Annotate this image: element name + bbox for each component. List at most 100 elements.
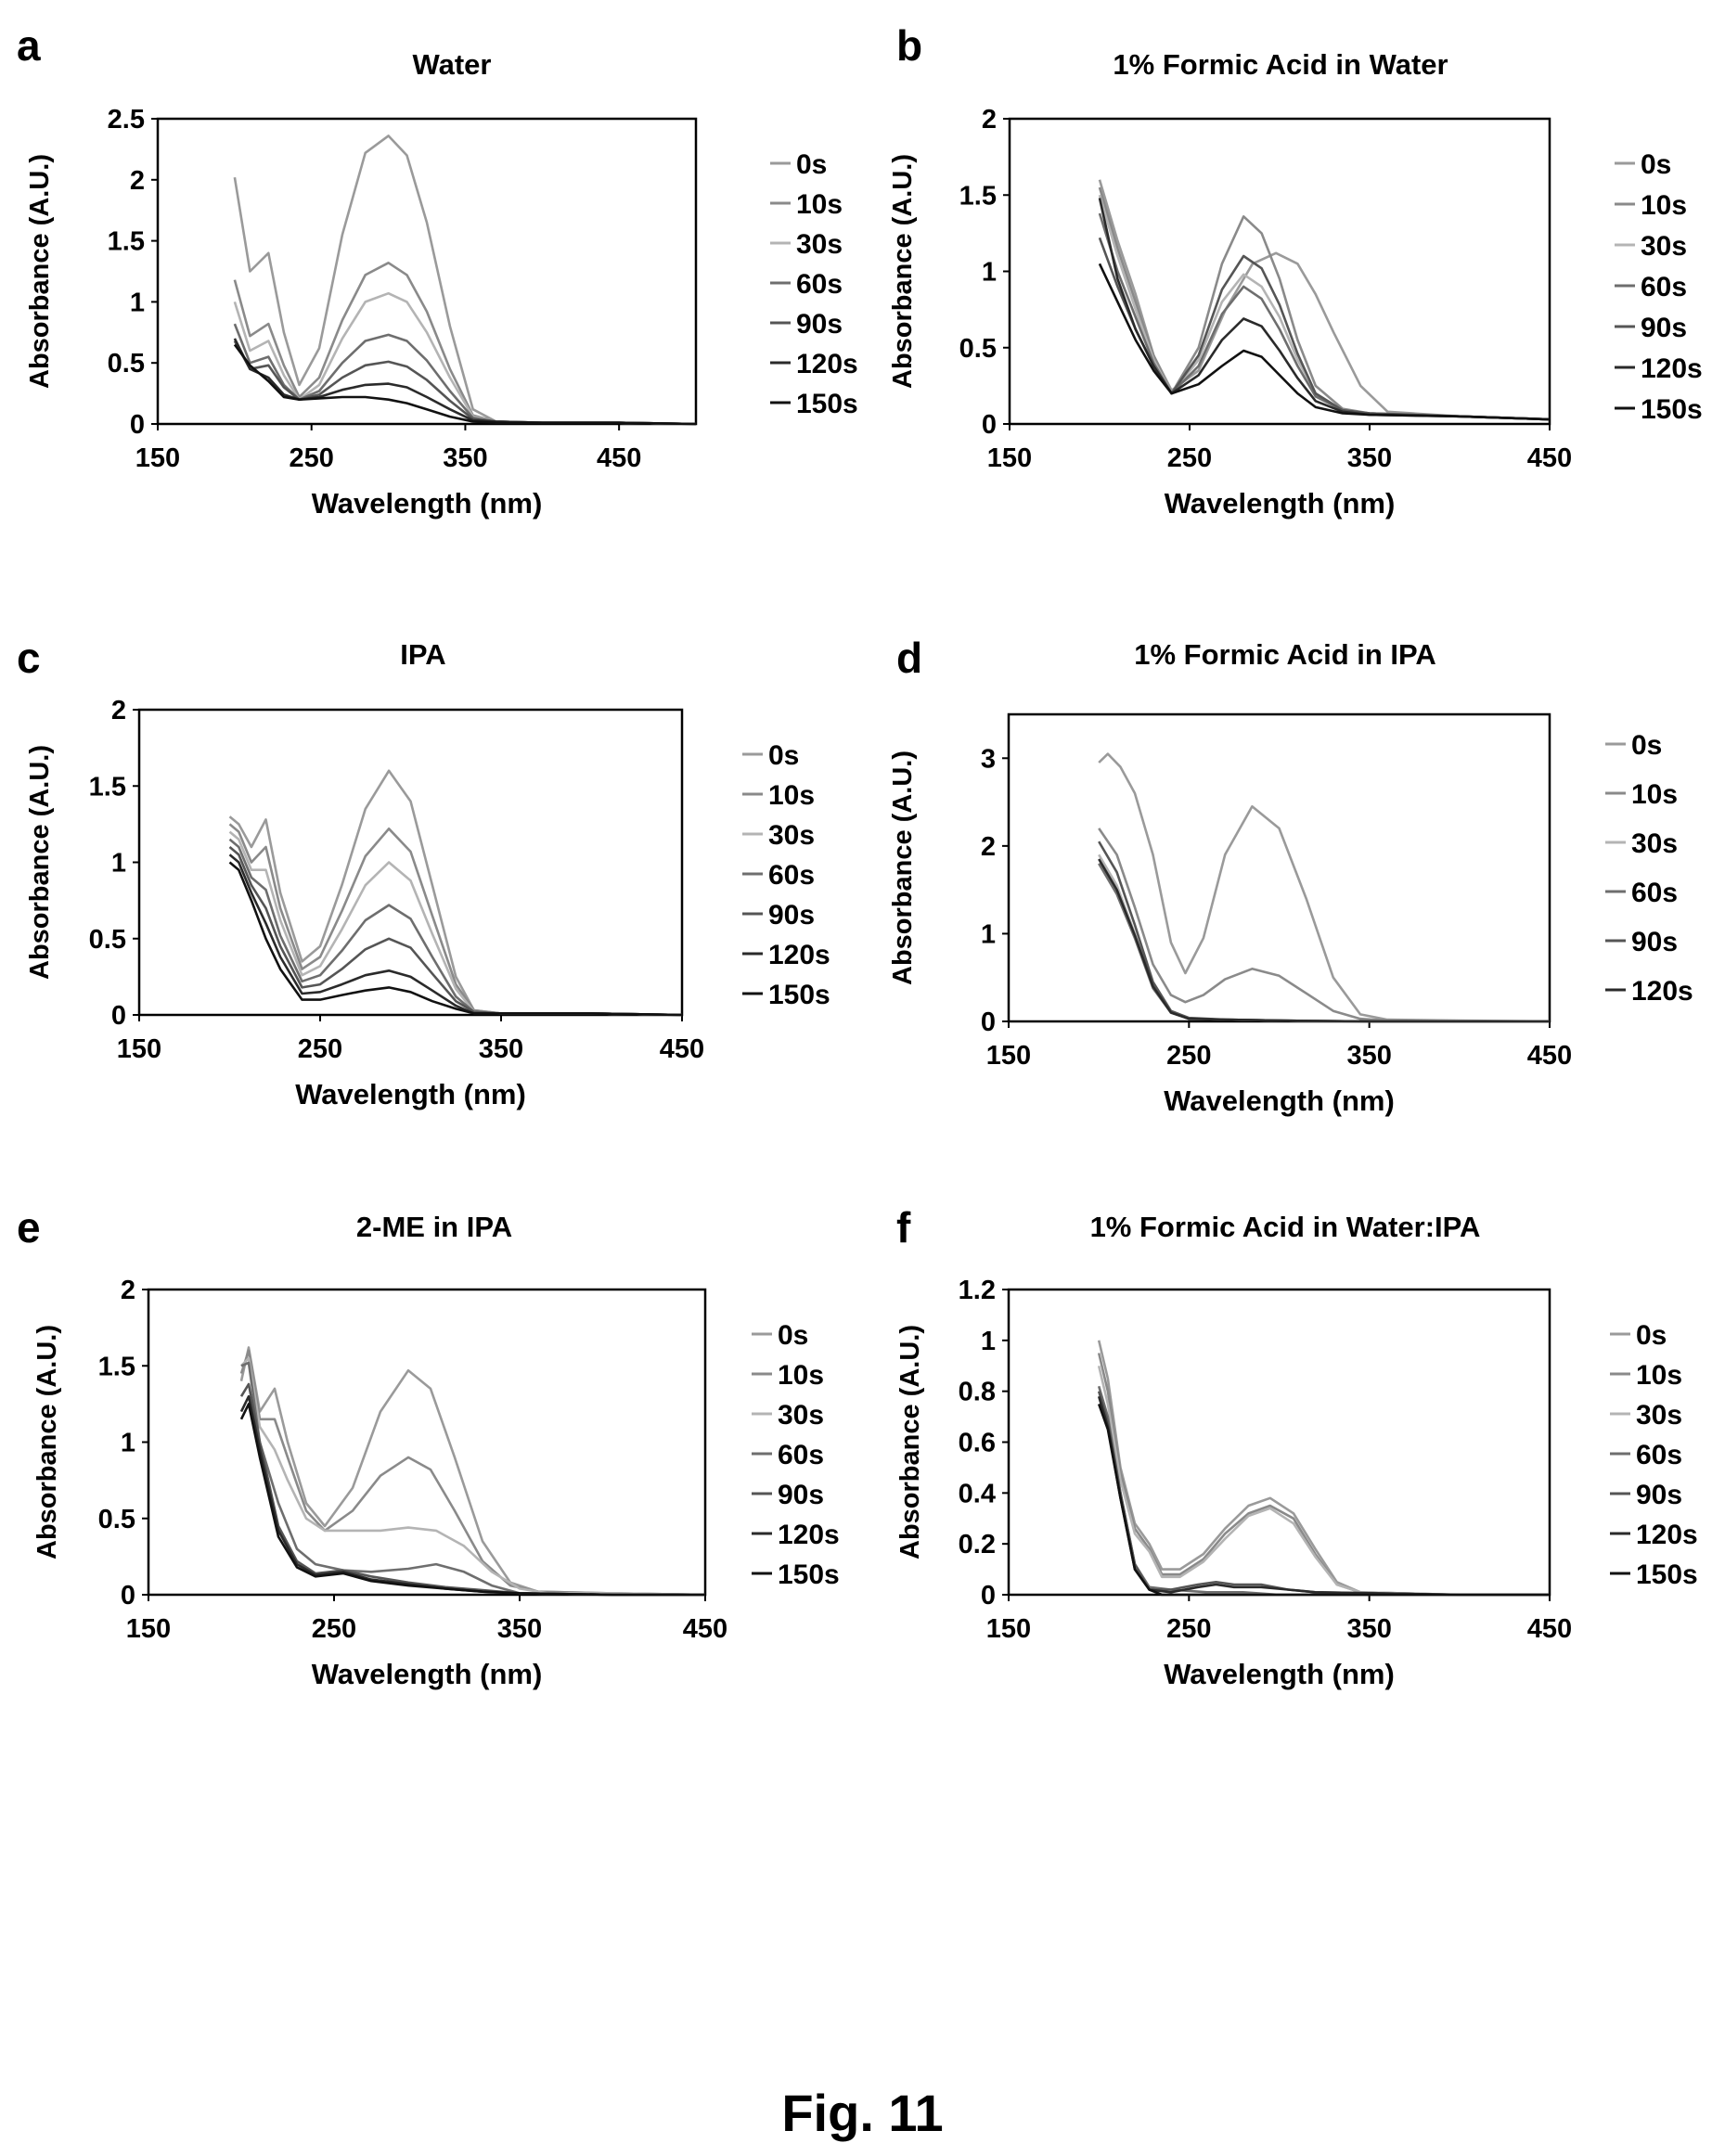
plot-frame [156,117,698,426]
series-line-90s [1098,841,1550,1023]
panel-letter: e [17,1203,41,1251]
legend-label: 150s [796,389,858,419]
panel-f: f 1% Formic Acid in Water:IPA 150 250 350 4… [863,1164,1725,1721]
x-tick-label: 350 [443,443,487,473]
y-axis-label: Absorbance (A.U.) [25,745,55,980]
x-tick-label: 450 [1527,1614,1572,1644]
legend-label: 90s [1631,927,1678,957]
x-tick-label: 250 [1166,1614,1211,1644]
legend-label: 10s [768,780,815,811]
chart-title: 1% Formic Acid in Water [1113,48,1448,81]
plot-frame [147,1288,707,1597]
x-tick-label: 250 [1166,1041,1211,1071]
x-axis-label: Wavelength (nm) [295,1078,526,1110]
y-tick-label: 0.2 [959,1530,996,1559]
y-tick-label: 0.5 [98,1505,135,1534]
y-tick-label: 0.5 [959,334,997,364]
series-line-120s [228,853,683,1017]
x-tick-label: 350 [479,1034,523,1064]
legend-label: 120s [1636,1520,1698,1550]
y-axis-label: Absorbance (A.U.) [888,751,918,985]
x-tick-label: 150 [986,1041,1031,1071]
legend-label: 90s [1641,313,1687,343]
plot-frame [1008,117,1551,426]
legend-label: 30s [1636,1400,1682,1431]
figure-caption: Fig. 11 [781,2084,944,2142]
legend-label: 30s [768,820,815,851]
panel-e: e 2-ME in IPA 150 250 350 450 0 0.5 1 1.5 2 Wavel… [0,1164,863,1721]
y-tick-label: 0.5 [108,349,145,379]
y-tick-label: 0.5 [89,925,126,955]
chart-title: 1% Formic Acid in Water:IPA [1089,1211,1481,1243]
x-tick-label: 250 [298,1034,342,1064]
panel-letter: f [896,1203,911,1251]
y-tick-label: 0.6 [959,1429,996,1458]
x-tick-label: 450 [683,1614,727,1644]
series-line-150s [1098,263,1551,421]
legend-label: 60s [768,860,815,891]
legend-label: 90s [778,1480,824,1510]
y-tick-label: 1 [981,1327,996,1356]
legend-label: 120s [778,1520,840,1550]
legend-label: 150s [768,980,830,1010]
legend-label: 90s [796,309,843,340]
legend-label: 120s [1641,353,1703,384]
panel-c: c IPA 150 250 350 450 0 0.5 1 1.5 2 Wavelength (n… [0,584,863,1141]
legend-label: 10s [1631,779,1678,810]
legend-label: 30s [1641,231,1687,262]
chart-title: Water [412,48,492,81]
y-tick-label: 2 [121,1276,135,1305]
chart-plot: 150 250 350 450 0 0.5 1 1.5 2 Wavelength (nm) Abso… [888,105,1703,520]
legend-label: 0s [1636,1320,1667,1351]
panel-d: d 1% Formic Acid in IPA 150 250 350 450 0 1 2 3… [863,584,1725,1141]
chart-title: 2-ME in IPA [355,1211,513,1243]
y-tick-label: 0 [981,1581,996,1611]
y-tick-label: 0 [121,1581,135,1611]
x-tick-label: 150 [126,1614,171,1644]
series-line-150s [233,343,697,426]
y-tick-label: 1 [111,849,126,879]
y-tick-label: 0 [982,410,997,440]
y-tick-label: 2 [130,166,145,196]
y-tick-label: 2 [982,105,997,135]
series-line-10s [239,1349,706,1597]
panel-letter: d [896,634,923,682]
y-axis-label: Absorbance (A.U.) [32,1325,62,1559]
y-tick-label: 1.5 [959,181,997,211]
legend-label: 30s [796,229,843,260]
y-tick-label: 1.5 [98,1352,135,1381]
legend-label: 90s [1636,1480,1682,1510]
x-tick-label: 150 [986,1614,1031,1644]
series-line-10s [1097,1353,1550,1597]
legend-label: 10s [1636,1360,1682,1391]
series-line-0s [239,1346,706,1597]
legend-label: 60s [1636,1440,1682,1470]
y-tick-label: 0 [981,1007,996,1037]
legend-label: 90s [768,900,815,930]
legend-label: 30s [778,1400,824,1431]
y-tick-label: 1 [981,919,996,949]
x-tick-label: 150 [135,443,180,473]
x-axis-label: Wavelength (nm) [312,487,543,520]
y-axis-label: Absorbance (A.U.) [895,1325,925,1559]
y-tick-label: 3 [981,744,996,774]
x-tick-label: 250 [290,443,334,473]
legend-label: 120s [1631,976,1693,1007]
y-tick-label: 1 [130,288,145,317]
x-tick-label: 450 [1527,443,1572,473]
legend-label: 150s [1636,1559,1698,1590]
chart-plot: 150 250 350 450 0 0.5 1 1.5 2 Wavelength (nm) Abso… [25,696,830,1110]
x-tick-label: 450 [597,443,641,473]
y-tick-label: 2 [981,832,996,862]
legend-label: 150s [778,1559,840,1590]
y-tick-label: 2 [111,696,126,725]
y-tick-label: 0 [130,410,145,440]
legend-label: 0s [768,740,799,771]
series-line-90s [239,1382,705,1597]
y-axis-label: Absorbance (A.U.) [25,154,55,389]
series-line-0s [1097,1340,1550,1597]
series-line-120s [239,1394,705,1597]
legend-label: 0s [1631,730,1662,761]
legend-label: 10s [778,1360,824,1391]
plot-frame [1007,1288,1551,1597]
